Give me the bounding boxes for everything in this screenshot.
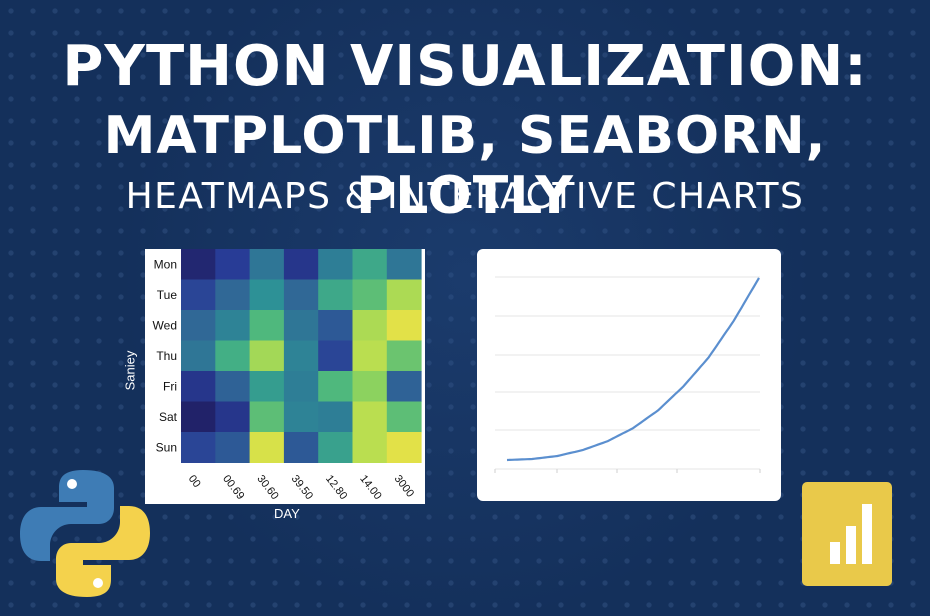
heatmap-cell (249, 371, 285, 402)
heatmap-x-axis-label: DAY (274, 506, 300, 521)
python-logo-icon (20, 470, 150, 597)
heatmap-cell (283, 279, 319, 311)
heatmap-cell (215, 432, 251, 463)
line-chart-panel (477, 249, 781, 501)
heatmap-cell (249, 401, 285, 433)
heatmap-col-label: 00.69 (220, 473, 246, 502)
heatmap-cell (318, 279, 353, 311)
heatmap-cell (352, 432, 388, 463)
heatmap-cell (318, 432, 353, 463)
heatmap-cell (386, 279, 422, 311)
heatmap-col-label: 00 (186, 473, 203, 490)
heatmap-cell (249, 279, 285, 311)
heatmap-cell (215, 279, 251, 311)
heatmap-cell (215, 310, 251, 341)
heatmap-cell (215, 371, 251, 402)
heatmap-cell (181, 340, 216, 372)
heatmap-cell (283, 310, 319, 341)
heatmap-cell (386, 249, 422, 280)
heatmap-cell (386, 401, 422, 433)
heatmap-cell (181, 279, 216, 311)
heatmap-cell (318, 340, 353, 372)
heatmap-cell (283, 371, 319, 402)
heatmap-cell (352, 249, 388, 280)
heatmap-cell (181, 249, 216, 280)
heatmap-row-label: Sat (159, 410, 178, 424)
heatmap-cell (386, 432, 422, 463)
heatmap-col-label: 12.80 (323, 473, 349, 502)
heatmap-cell (283, 432, 319, 463)
heatmap-cell (181, 401, 216, 433)
heatmap-cell (318, 371, 353, 402)
heatmap-cell (386, 340, 422, 372)
heatmap-col-label: 3000 (392, 473, 417, 500)
heatmap-cell (352, 371, 388, 402)
heatmap-cell (283, 249, 319, 280)
heatmap-cell (352, 279, 388, 311)
heatmap-cell (249, 432, 285, 463)
subtitle: HEATMAPS & INTERACTIVE CHARTS (125, 176, 805, 217)
heatmap-col-label: 30.60 (254, 473, 280, 502)
heatmap-cell (181, 432, 216, 463)
heatmap-cell (318, 310, 353, 341)
heatmap-row-label: Fri (163, 379, 177, 393)
line-series (506, 277, 760, 462)
title-line-1: PYTHON VISUALIZATION: (62, 34, 868, 99)
heatmap-row-label: Tue (157, 288, 178, 302)
heatmap-cell (181, 310, 216, 341)
heatmap-cell (318, 249, 353, 280)
heatmap-cell (249, 249, 285, 280)
heatmap-cell (215, 401, 251, 433)
heatmap-cell (352, 310, 388, 341)
heatmap-y-axis-label: Saniey (122, 350, 138, 391)
heatmap-cell (352, 340, 388, 372)
heatmap-row-label: Mon (154, 257, 177, 271)
heatmap-cell (215, 340, 251, 372)
heatmap-cell (352, 401, 388, 433)
heatmap-chart: Mon Tue Wed Thu Fri Sat Sun 00 00.69 30.60 39.50 12… (153, 249, 422, 502)
heatmap-cell (215, 249, 251, 280)
heatmap-cell (249, 310, 285, 341)
heatmap-col-label: 39.50 (289, 473, 315, 502)
heatmap-cell (386, 310, 422, 341)
title-line-2: MATPLOTLIB, SEABORN, PLOTLY (103, 106, 827, 226)
heatmap-cell (283, 401, 319, 433)
line-chart (494, 276, 761, 473)
heatmap-cell (283, 340, 319, 372)
heatmap-panel: Mon Tue Wed Thu Fri Sat Sun 00 00.69 30.60 39.50 12… (145, 249, 425, 504)
heatmap-cell (249, 340, 285, 372)
heatmap-cell (318, 401, 353, 433)
heatmap-row-label: Thu (156, 349, 177, 363)
bar-chart-app-icon (802, 482, 892, 586)
heatmap-cell (181, 371, 216, 402)
heatmap-row-label: Sun (156, 440, 177, 454)
heatmap-col-label: 14.00 (357, 473, 383, 502)
heatmap-cell (386, 371, 422, 402)
heatmap-row-label: Wed (153, 318, 177, 332)
